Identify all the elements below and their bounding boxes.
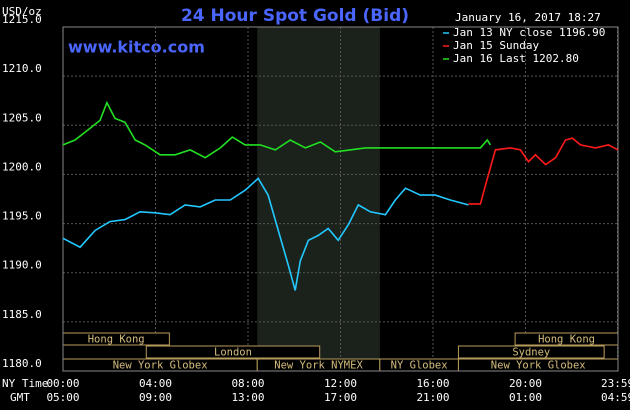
- y-tick-label: 1180.0: [2, 357, 42, 370]
- x-tick-label: 23:59: [601, 377, 630, 390]
- session-label: New York NYMEX: [274, 360, 363, 372]
- y-tick-label: 1215.0: [2, 13, 42, 26]
- y-unit: USD/oz: [2, 5, 42, 18]
- x2-tick-label: 09:00: [139, 391, 172, 404]
- plot-frame: [62, 26, 619, 372]
- x-tick-label: 20:00: [509, 377, 542, 390]
- x2-tick-label: 13:00: [231, 391, 264, 404]
- series-line: [62, 100, 492, 159]
- session-label: London: [214, 347, 252, 359]
- series-line: [468, 137, 619, 205]
- x-tick-label: 00:00: [46, 377, 79, 390]
- x2-tick-label: 17:00: [324, 391, 357, 404]
- y-tick-label: 1185.0: [2, 308, 42, 321]
- legend-label: Jan 16 Last 1202.80: [453, 52, 579, 65]
- x-tick-label: 04:00: [139, 377, 172, 390]
- x-axis-label: NY Time: [2, 377, 48, 390]
- session-label: NY Globex: [391, 360, 448, 372]
- series-line: [62, 177, 469, 291]
- session-label: Sydney: [512, 347, 550, 359]
- y-tick-label: 1200.0: [2, 160, 42, 173]
- x2-tick-label: 05:00: [46, 391, 79, 404]
- session-label: New York Globex: [491, 360, 586, 372]
- timestamp: January 16, 2017 18:27: [455, 11, 601, 24]
- session-box: [457, 345, 605, 359]
- session-shade: [257, 27, 380, 371]
- x2-tick-label: 01:00: [509, 391, 542, 404]
- y-tick-label: 1195.0: [2, 210, 42, 223]
- x-tick-label: 08:00: [231, 377, 264, 390]
- legend-label: Jan 13 NY close 1196.90: [453, 26, 605, 39]
- y-tick-label: 1190.0: [2, 259, 42, 272]
- session-label: Hong Kong: [88, 334, 145, 346]
- chart-title: 24 Hour Spot Gold (Bid): [181, 6, 409, 26]
- website: www.kitco.com: [68, 38, 205, 57]
- x2-axis-label: GMT: [10, 391, 30, 404]
- x2-tick-label: 04:59: [601, 391, 630, 404]
- y-tick-label: 1205.0: [2, 111, 42, 124]
- x-tick-label: 12:00: [324, 377, 357, 390]
- legend-label: Jan 15 Sunday: [453, 39, 539, 52]
- x2-tick-label: 21:00: [416, 391, 449, 404]
- x-tick-label: 16:00: [416, 377, 449, 390]
- y-tick-label: 1210.0: [2, 62, 42, 75]
- session-label: New York Globex: [113, 360, 208, 372]
- session-box: [145, 345, 321, 359]
- session-label: Hong Kong: [538, 334, 595, 346]
